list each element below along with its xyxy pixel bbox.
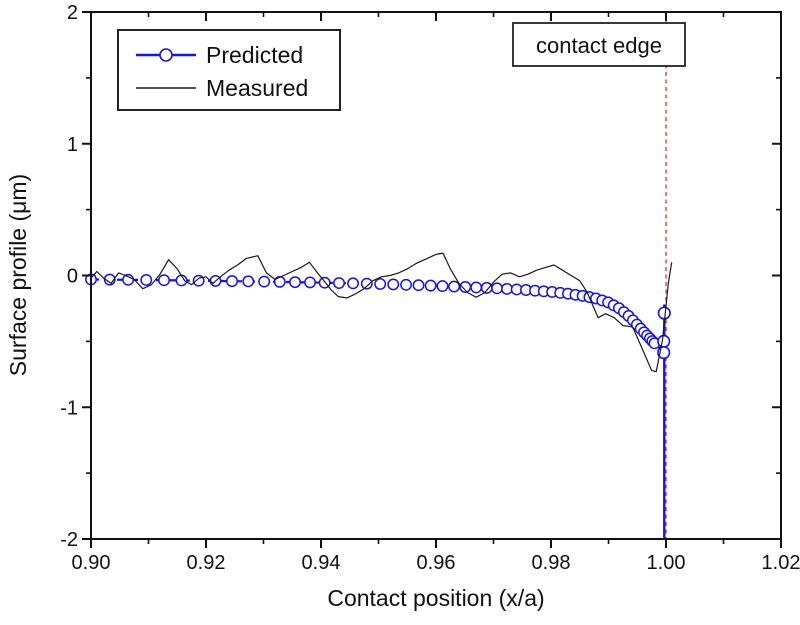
contact-edge-label: contact edge	[536, 33, 662, 58]
predicted-marker	[273, 275, 286, 288]
contact-edge-annotation: contact edge	[512, 22, 686, 67]
x-tick-label: 0.98	[532, 552, 571, 574]
predicted-marker	[387, 278, 400, 291]
contact-edge-box	[512, 22, 686, 67]
predicted-marker	[448, 280, 461, 293]
predicted-marker	[289, 276, 302, 289]
x-tick-label: 0.96	[417, 552, 456, 574]
predicted-marker	[480, 281, 493, 294]
predicted-marker	[226, 275, 238, 288]
series-layer	[85, 12, 673, 539]
predicted-marker	[360, 277, 373, 290]
legend-label-measured: Measured	[206, 75, 308, 101]
predicted-marker	[470, 281, 483, 294]
predicted-marker	[333, 277, 345, 289]
predicted-marker	[400, 278, 413, 291]
predicted-marker	[412, 279, 425, 292]
predicted-marker	[158, 274, 170, 287]
x-tick-label: 1.02	[762, 552, 800, 574]
axis-ticks	[82, 11, 782, 548]
predicted-marker	[258, 275, 271, 288]
x-axis-title: Contact position (x/a)	[327, 585, 544, 611]
y-tick-label: -2	[60, 529, 78, 551]
measured-curve	[90, 252, 673, 373]
predicted-edge-marker	[657, 334, 671, 348]
x-tick-label: 0.92	[187, 552, 226, 574]
predicted-marker	[140, 274, 153, 286]
predicted-marker	[436, 280, 449, 292]
x-tick-label: 1.00	[647, 552, 686, 574]
x-tick-label: 0.90	[72, 552, 111, 574]
predicted-marker	[374, 278, 387, 290]
predicted-marker	[242, 275, 255, 288]
y-tick-label: -1	[60, 397, 78, 419]
predicted-marker	[501, 282, 513, 295]
predicted-curve	[90, 278, 659, 347]
legend-predicted-marker-sample	[159, 48, 173, 62]
y-tick-label: 1	[67, 134, 78, 156]
y-axis-title: Surface profile (μm)	[5, 174, 31, 376]
x-tick-label: 0.94	[302, 552, 341, 574]
predicted-marker	[347, 277, 360, 290]
y-tick-label: 0	[67, 266, 78, 288]
predicted-marker	[304, 276, 316, 289]
legend: Predicted Measured	[117, 29, 341, 111]
predicted-marker	[491, 282, 503, 295]
legend-box	[117, 29, 341, 111]
axis-tick-labels: 0.90 0.92 0.94 0.96 0.98 1.00 1.02 -2 -1 0 1 2	[60, 2, 800, 574]
predicted-marker	[424, 279, 437, 292]
y-tick-label: 2	[67, 2, 78, 24]
legend-label-predicted: Predicted	[206, 42, 303, 68]
